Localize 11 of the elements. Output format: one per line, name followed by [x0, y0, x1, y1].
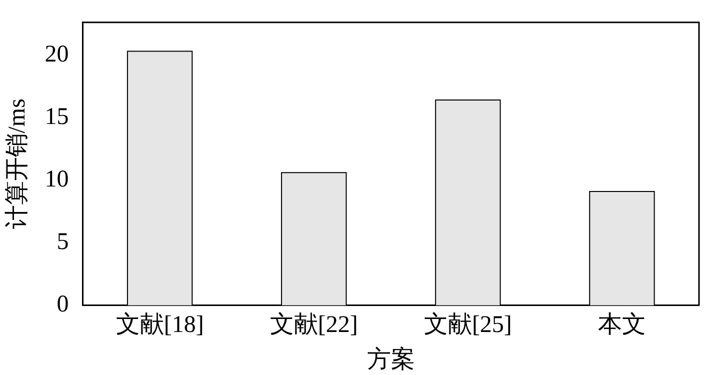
x-tick-label: 本文	[598, 311, 646, 338]
y-axis-title: 计算开销/ms	[4, 98, 31, 230]
y-tick-label: 5	[56, 229, 69, 256]
y-tick-label: 20	[44, 41, 69, 68]
x-axis-title: 方案	[366, 346, 415, 373]
x-tick-label: 文献[22]	[270, 311, 358, 338]
y-tick-label: 15	[44, 104, 69, 130]
x-tick-label: 文献[18]	[116, 311, 204, 338]
y-tick-label: 10	[44, 166, 69, 192]
y-tick-label: 0	[56, 292, 69, 318]
x-tick-label: 文献[25]	[424, 311, 512, 338]
